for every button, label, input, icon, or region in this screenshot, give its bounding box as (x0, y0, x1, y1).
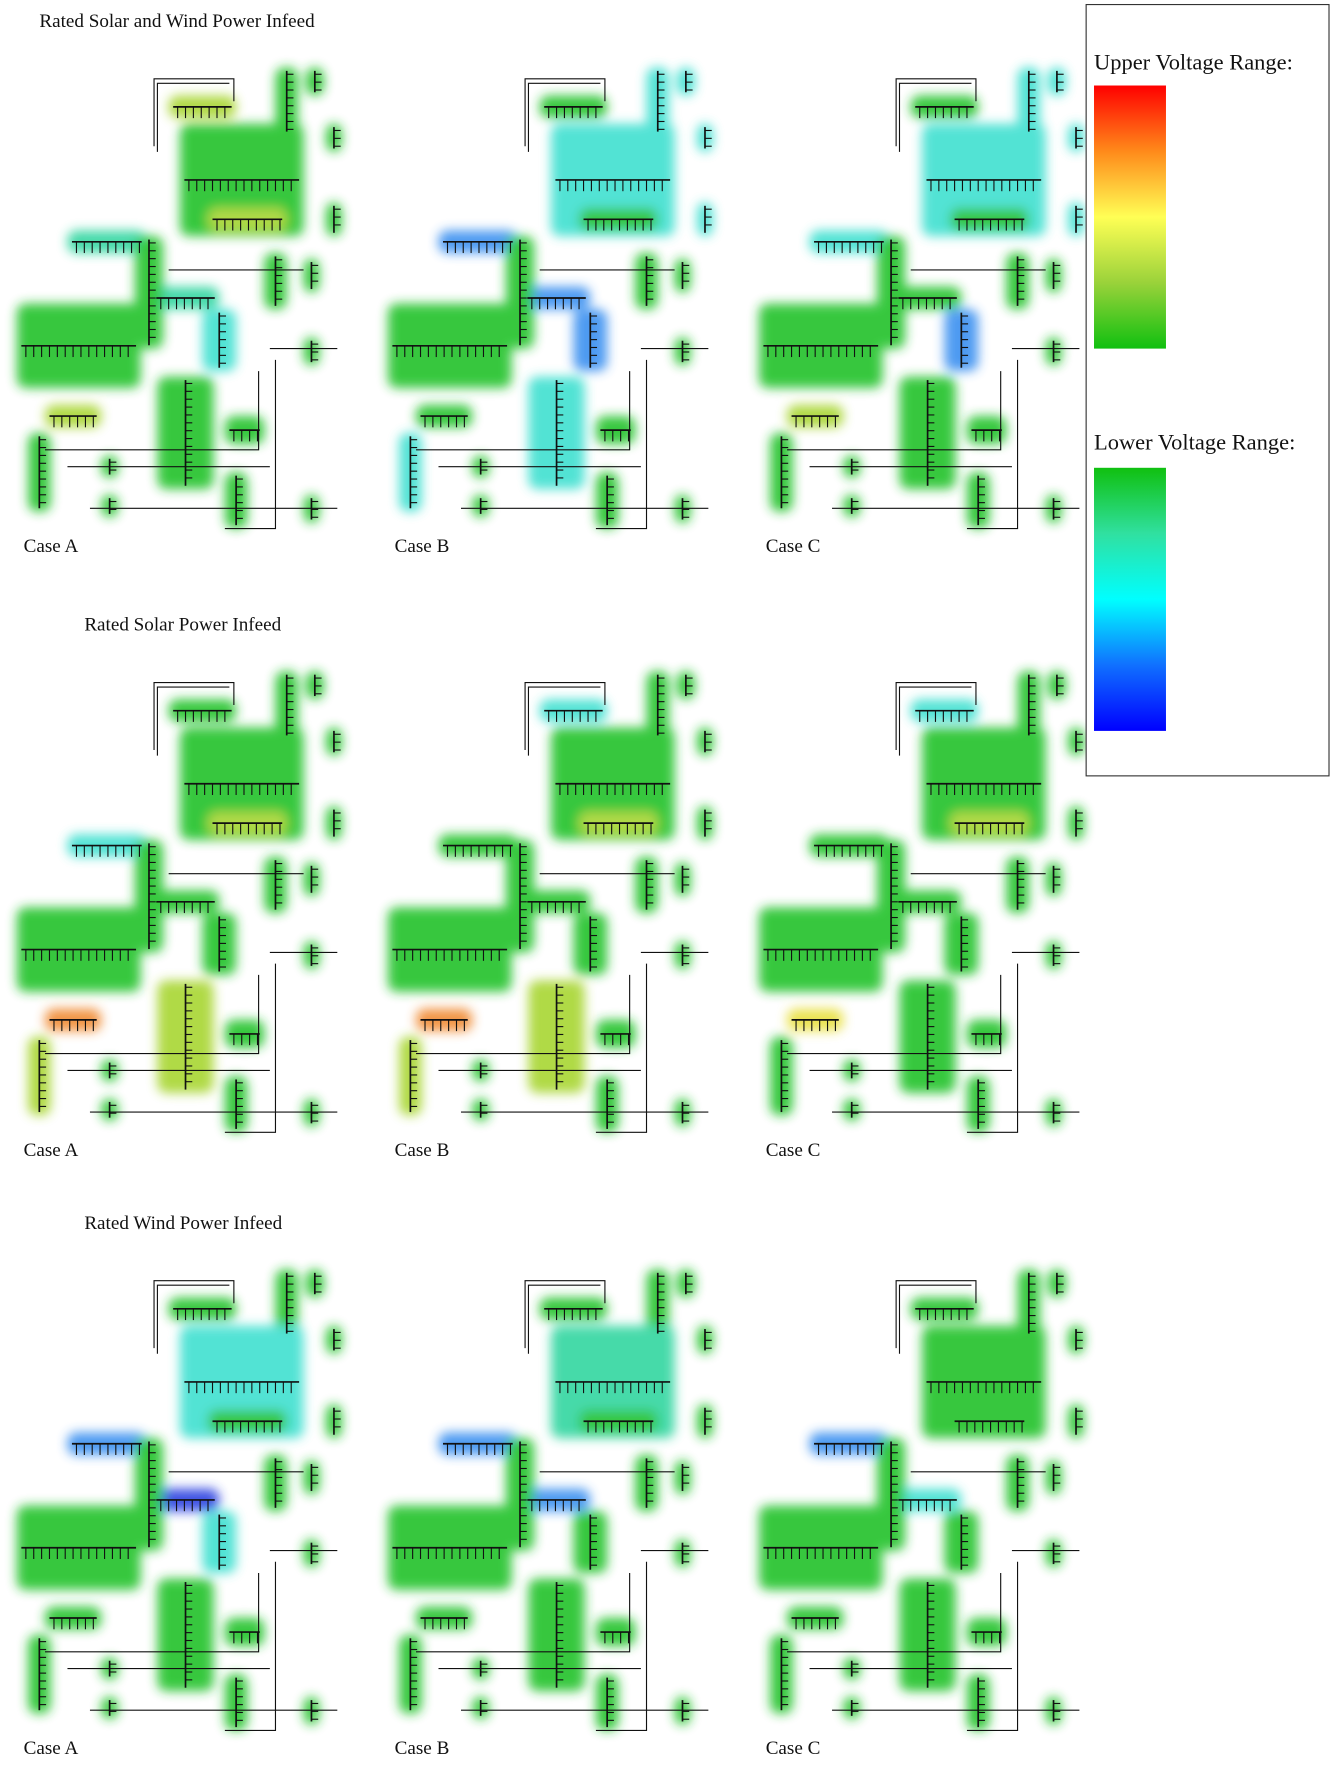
line (527, 686, 601, 756)
legend-title: Lower Voltage Range: (1094, 429, 1295, 454)
line (787, 974, 1002, 1055)
network (758, 67, 1084, 530)
lines (21, 674, 341, 1133)
lines (763, 1272, 1083, 1732)
line (416, 1573, 631, 1653)
network (387, 67, 713, 530)
section-title: Rated Solar Power Infeed (84, 615, 281, 636)
line (44, 371, 260, 451)
lines (763, 674, 1083, 1133)
network (758, 671, 1084, 1133)
network (758, 1269, 1084, 1732)
line (156, 686, 230, 756)
line (524, 1280, 606, 1349)
network (16, 671, 342, 1133)
lower-colorbar (1094, 467, 1166, 731)
lines (392, 674, 712, 1133)
section-title: Rated Solar and Wind Power Infeed (39, 11, 315, 32)
legend-title: Upper Voltage Range: (1094, 49, 1293, 74)
line (895, 681, 977, 751)
network (16, 67, 342, 530)
case-label: Case A (24, 1140, 79, 1161)
line (966, 1561, 1019, 1732)
panels (16, 67, 1084, 1732)
line (595, 1561, 648, 1732)
line (156, 82, 230, 152)
line (527, 82, 601, 152)
line (895, 1280, 977, 1349)
case-label: Case A (24, 536, 79, 557)
line (524, 681, 606, 751)
lines (392, 70, 712, 530)
case-label: Case B (395, 1140, 450, 1161)
heatmap (16, 1269, 342, 1731)
lines (21, 70, 341, 530)
line (44, 1573, 260, 1653)
line (153, 78, 235, 147)
case-label: Case B (395, 1738, 450, 1759)
line (595, 963, 648, 1133)
case-label: Case B (395, 536, 450, 557)
line (156, 1284, 230, 1354)
section-title: Rated Wind Power Infeed (84, 1213, 282, 1234)
line (224, 1561, 277, 1732)
lines (21, 1272, 341, 1732)
network (387, 671, 713, 1133)
case-label: Case C (766, 536, 821, 557)
line (224, 963, 277, 1133)
network (16, 1269, 342, 1732)
line (595, 359, 648, 530)
line (153, 681, 235, 751)
line (527, 1284, 601, 1354)
lines (392, 1272, 712, 1732)
line (966, 963, 1019, 1133)
line (898, 686, 972, 756)
network (387, 1269, 713, 1732)
upper-colorbar (1094, 85, 1166, 349)
line (44, 974, 260, 1055)
line (416, 371, 631, 451)
line (898, 82, 972, 152)
line (898, 1284, 972, 1354)
line (224, 359, 277, 530)
case-label: Case A (24, 1738, 79, 1759)
line (416, 974, 631, 1055)
case-label: Case C (766, 1738, 821, 1759)
line (153, 1280, 235, 1349)
legend: Upper Voltage Range: Lower Voltage Range… (1085, 3, 1330, 777)
lines (763, 70, 1083, 530)
line (787, 1573, 1002, 1653)
line (966, 359, 1019, 530)
case-label: Case C (766, 1140, 821, 1161)
line (787, 371, 1002, 451)
line (524, 78, 606, 147)
line (895, 78, 977, 147)
